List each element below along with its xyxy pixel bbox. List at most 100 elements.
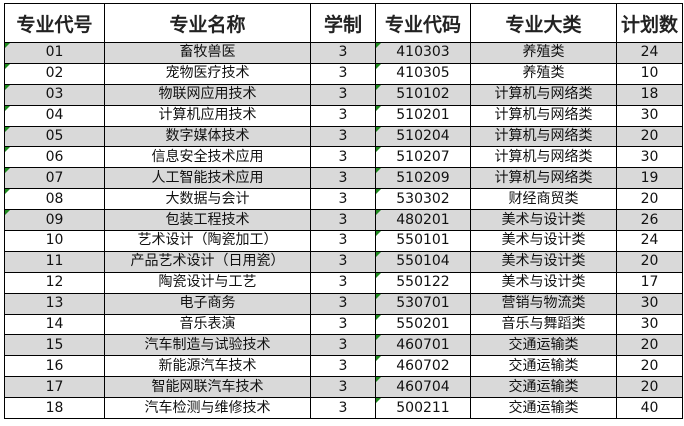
cell-duration[interactable]: 3 <box>310 188 376 211</box>
cell-major-code[interactable]: 510209 <box>375 167 471 190</box>
cell-plan-count[interactable]: 18 <box>616 83 683 106</box>
cell-plan-count[interactable]: 19 <box>616 167 683 190</box>
cell-major-name[interactable]: 智能网联汽车技术 <box>104 376 311 399</box>
cell-major-no[interactable]: 16 <box>4 355 105 378</box>
cell-major-name[interactable]: 产品艺术设计（日用瓷） <box>104 250 311 273</box>
cell-duration[interactable]: 3 <box>310 376 376 399</box>
cell-category[interactable]: 计算机与网络类 <box>470 125 617 148</box>
cell-major-code[interactable]: 550201 <box>375 313 471 336</box>
cell-major-name[interactable]: 畜牧兽医 <box>104 42 311 64</box>
cell-plan-count[interactable]: 20 <box>616 355 683 378</box>
cell-major-code[interactable]: 550122 <box>375 271 471 294</box>
cell-plan-count[interactable]: 20 <box>616 250 683 273</box>
cell-major-code[interactable]: 510207 <box>375 146 471 169</box>
cell-plan-count[interactable]: 10 <box>616 62 683 85</box>
cell-plan-count[interactable]: 30 <box>616 104 683 127</box>
cell-duration[interactable]: 3 <box>310 313 376 336</box>
cell-plan-count[interactable]: 20 <box>616 376 683 399</box>
cell-category[interactable]: 养殖类 <box>470 62 617 85</box>
cell-major-no[interactable]: 01 <box>4 42 105 64</box>
cell-category[interactable]: 营销与物流类 <box>470 292 617 315</box>
cell-category[interactable]: 计算机与网络类 <box>470 167 617 190</box>
cell-category[interactable]: 美术与设计类 <box>470 209 617 232</box>
cell-plan-count[interactable]: 30 <box>616 313 683 336</box>
cell-category[interactable]: 交通运输类 <box>470 397 617 420</box>
cell-category[interactable]: 音乐与舞蹈类 <box>470 313 617 336</box>
cell-duration[interactable]: 3 <box>310 230 376 252</box>
cell-duration[interactable]: 3 <box>310 209 376 232</box>
cell-category[interactable]: 计算机与网络类 <box>470 104 617 127</box>
cell-plan-count[interactable]: 26 <box>616 209 683 232</box>
cell-duration[interactable]: 3 <box>310 125 376 148</box>
cell-category[interactable]: 美术与设计类 <box>470 230 617 252</box>
cell-major-code[interactable]: 510204 <box>375 125 471 148</box>
cell-duration[interactable]: 3 <box>310 334 376 357</box>
cell-plan-count[interactable]: 30 <box>616 292 683 315</box>
cell-duration[interactable]: 3 <box>310 271 376 294</box>
header-major-no[interactable]: 专业代号 <box>4 3 105 43</box>
cell-major-no[interactable]: 04 <box>4 104 105 127</box>
cell-duration[interactable]: 3 <box>310 397 376 420</box>
header-duration[interactable]: 学制 <box>310 3 376 43</box>
cell-major-code[interactable]: 550104 <box>375 250 471 273</box>
cell-major-no[interactable]: 13 <box>4 292 105 315</box>
cell-major-no[interactable]: 03 <box>4 83 105 106</box>
cell-major-no[interactable]: 12 <box>4 271 105 294</box>
cell-major-code[interactable]: 530302 <box>375 188 471 211</box>
cell-plan-count[interactable]: 20 <box>616 334 683 357</box>
cell-category[interactable]: 财经商贸类 <box>470 188 617 211</box>
cell-duration[interactable]: 3 <box>310 104 376 127</box>
cell-major-no[interactable]: 07 <box>4 167 105 190</box>
cell-major-name[interactable]: 音乐表演 <box>104 313 311 336</box>
cell-category[interactable]: 交通运输类 <box>470 355 617 378</box>
cell-duration[interactable]: 3 <box>310 292 376 315</box>
cell-major-name[interactable]: 汽车制造与试验技术 <box>104 334 311 357</box>
cell-duration[interactable]: 3 <box>310 355 376 378</box>
cell-major-code[interactable]: 410303 <box>375 42 471 64</box>
cell-major-no[interactable]: 05 <box>4 125 105 148</box>
cell-major-code[interactable]: 460704 <box>375 376 471 399</box>
cell-category[interactable]: 美术与设计类 <box>470 271 617 294</box>
cell-category[interactable]: 计算机与网络类 <box>470 146 617 169</box>
cell-major-no[interactable]: 14 <box>4 313 105 336</box>
cell-major-name[interactable]: 陶瓷设计与工艺 <box>104 271 311 294</box>
cell-major-name[interactable]: 电子商务 <box>104 292 311 315</box>
cell-major-name[interactable]: 艺术设计（陶瓷加工） <box>104 230 311 252</box>
cell-major-code[interactable]: 550101 <box>375 230 471 252</box>
cell-plan-count[interactable]: 20 <box>616 188 683 211</box>
cell-major-code[interactable]: 460702 <box>375 355 471 378</box>
cell-major-name[interactable]: 宠物医疗技术 <box>104 62 311 85</box>
cell-major-no[interactable]: 08 <box>4 188 105 211</box>
cell-category[interactable]: 养殖类 <box>470 42 617 64</box>
cell-duration[interactable]: 3 <box>310 250 376 273</box>
cell-major-code[interactable]: 510102 <box>375 83 471 106</box>
cell-duration[interactable]: 3 <box>310 167 376 190</box>
cell-plan-count[interactable]: 40 <box>616 397 683 420</box>
cell-major-no[interactable]: 15 <box>4 334 105 357</box>
cell-major-no[interactable]: 18 <box>4 397 105 420</box>
header-category[interactable]: 专业大类 <box>470 3 617 43</box>
cell-major-code[interactable]: 410305 <box>375 62 471 85</box>
cell-major-name[interactable]: 物联网应用技术 <box>104 83 311 106</box>
cell-major-no[interactable]: 06 <box>4 146 105 169</box>
cell-major-name[interactable]: 新能源汽车技术 <box>104 355 311 378</box>
cell-major-no[interactable]: 17 <box>4 376 105 399</box>
cell-duration[interactable]: 3 <box>310 62 376 85</box>
cell-duration[interactable]: 3 <box>310 146 376 169</box>
cell-category[interactable]: 交通运输类 <box>470 334 617 357</box>
cell-major-no[interactable]: 09 <box>4 209 105 232</box>
cell-plan-count[interactable]: 30 <box>616 146 683 169</box>
cell-major-code[interactable]: 460701 <box>375 334 471 357</box>
cell-major-name[interactable]: 包装工程技术 <box>104 209 311 232</box>
cell-major-name[interactable]: 信息安全技术应用 <box>104 146 311 169</box>
cell-duration[interactable]: 3 <box>310 42 376 64</box>
cell-major-no[interactable]: 02 <box>4 62 105 85</box>
cell-category[interactable]: 计算机与网络类 <box>470 83 617 106</box>
cell-major-code[interactable]: 500211 <box>375 397 471 420</box>
cell-major-name[interactable]: 大数据与会计 <box>104 188 311 211</box>
cell-major-code[interactable]: 480201 <box>375 209 471 232</box>
cell-major-name[interactable]: 人工智能技术应用 <box>104 167 311 190</box>
cell-major-no[interactable]: 10 <box>4 230 105 252</box>
header-major-code[interactable]: 专业代码 <box>375 3 471 43</box>
cell-plan-count[interactable]: 20 <box>616 125 683 148</box>
